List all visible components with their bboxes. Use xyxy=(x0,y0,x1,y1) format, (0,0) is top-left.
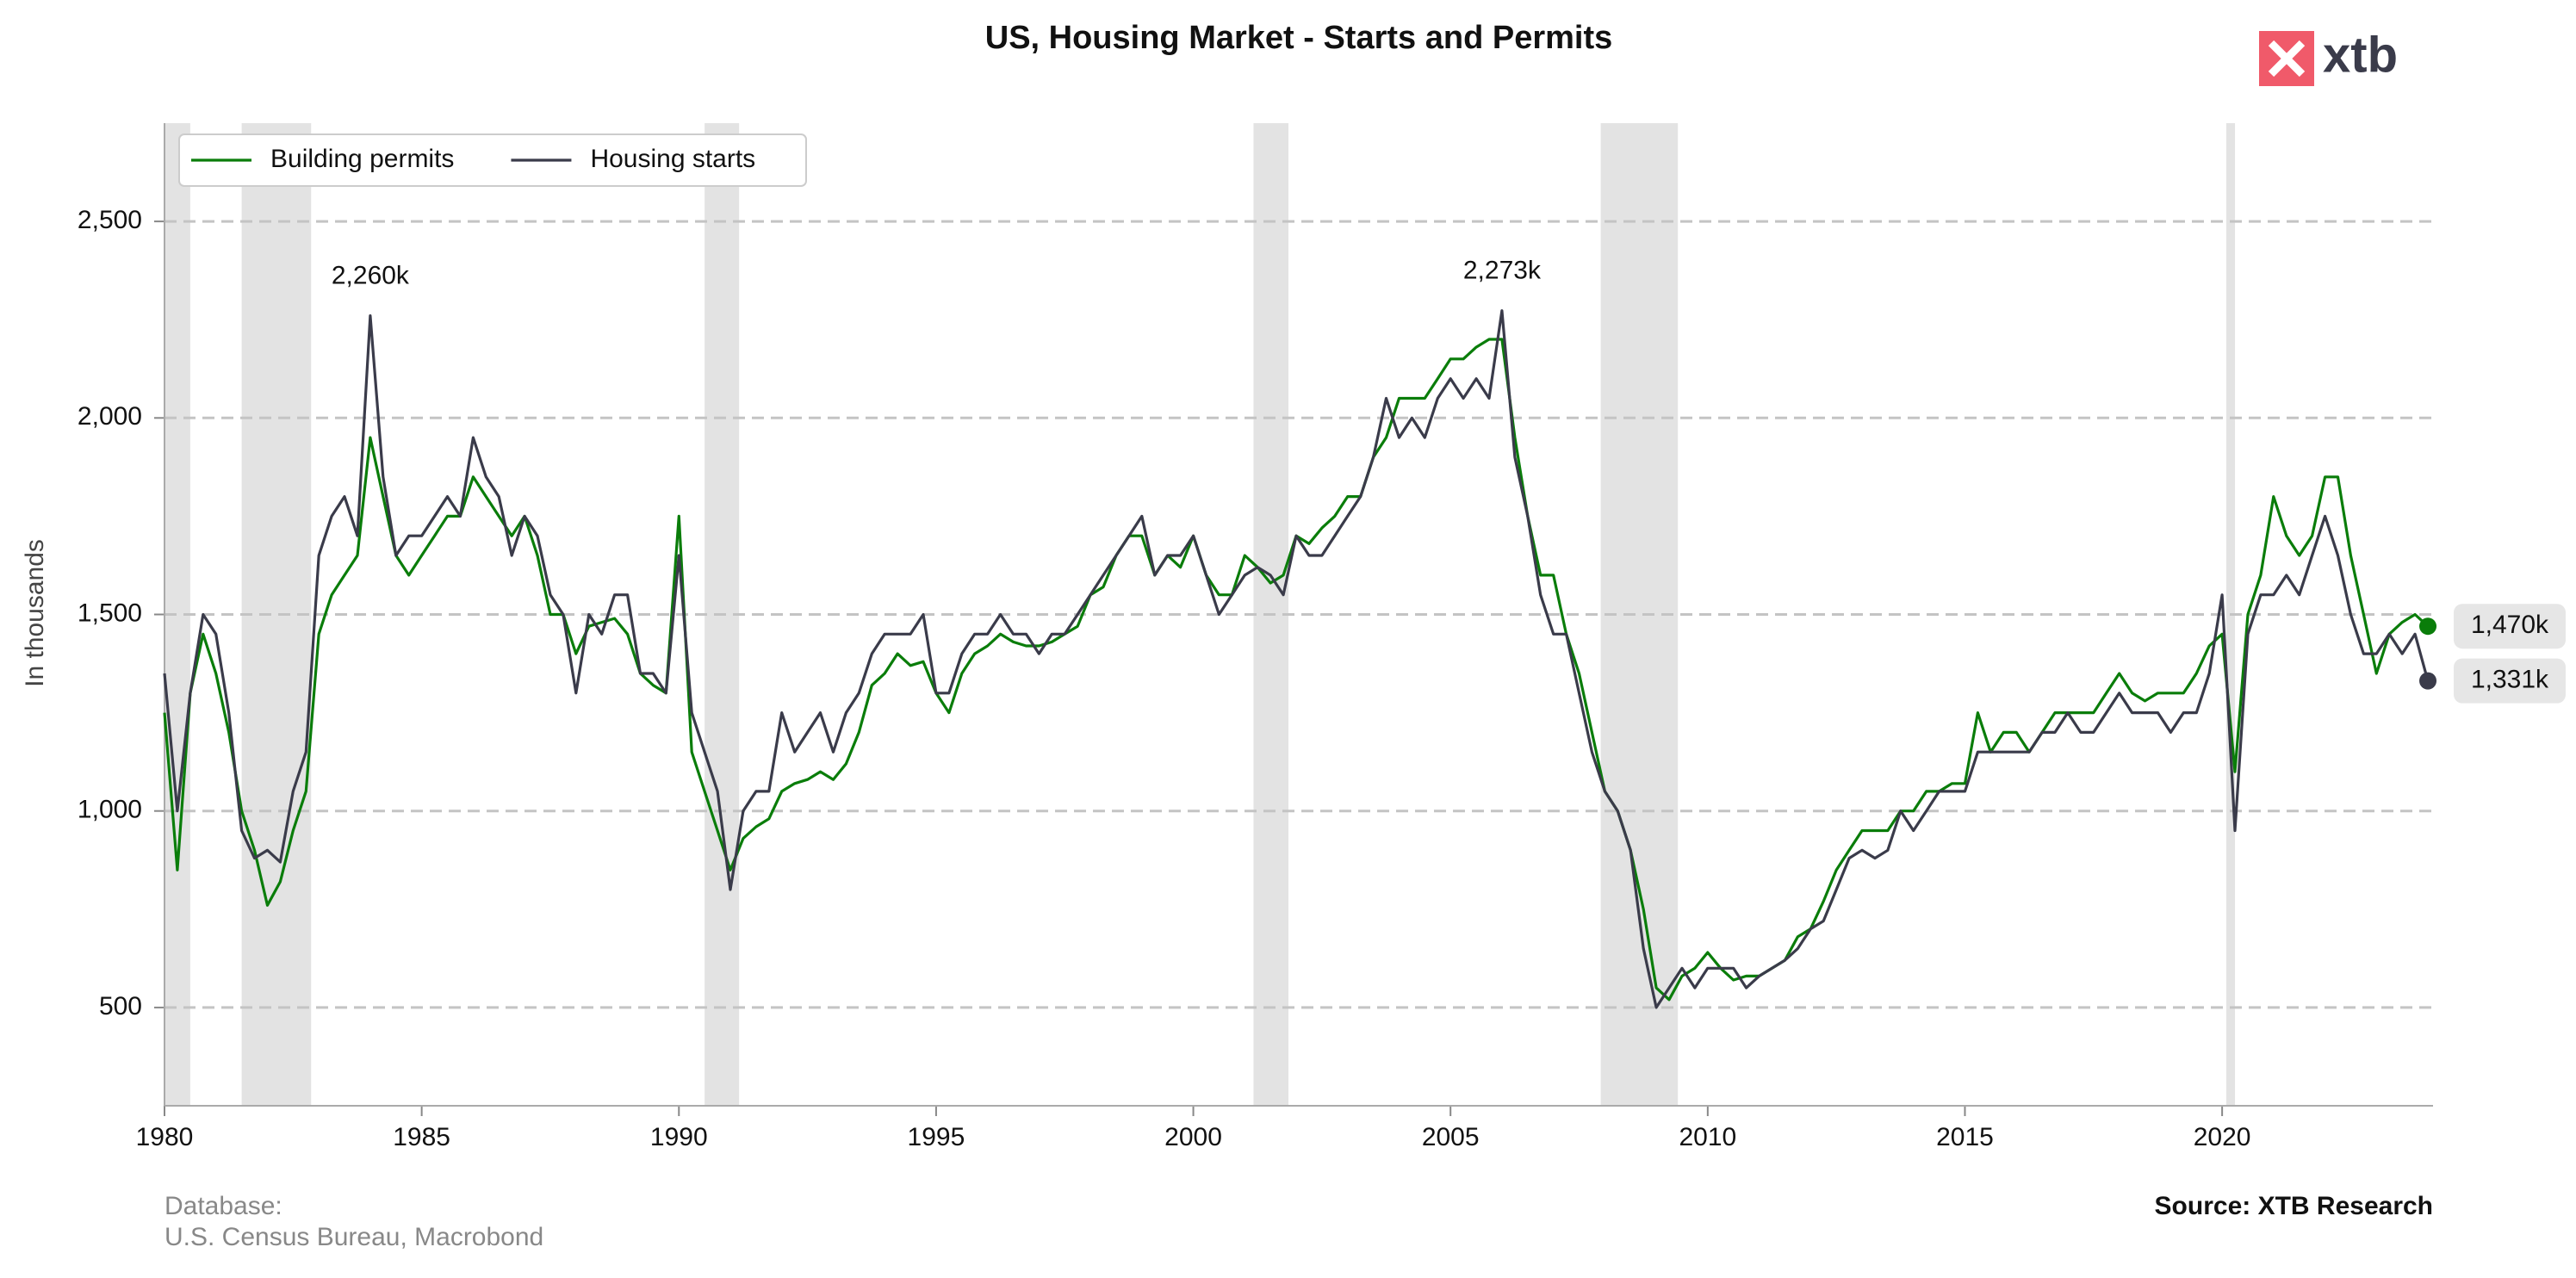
y-tick-label: 500 xyxy=(99,992,142,1021)
end-marker xyxy=(2419,672,2437,690)
series-line xyxy=(163,309,2430,1009)
y-tick-label: 2,000 xyxy=(78,402,142,431)
x-tick-label: 1995 xyxy=(908,1123,965,1151)
x-tick-label: 2015 xyxy=(1936,1123,1994,1151)
x-tick-label: 2020 xyxy=(2194,1123,2251,1151)
annotation: 2,260k xyxy=(332,262,410,290)
series-line xyxy=(163,338,2430,1002)
end-marker xyxy=(2419,617,2437,636)
y-tick-label: 2,500 xyxy=(78,206,142,234)
end-label-box xyxy=(2454,658,2566,704)
end-label: 1,331k xyxy=(2471,666,2549,694)
legend-box xyxy=(178,133,807,187)
end-label-box xyxy=(2454,604,2566,649)
chart-title: US, Housing Market - Starts and Permits xyxy=(985,20,1613,56)
grid xyxy=(164,220,2433,1009)
x-tick-label: 1980 xyxy=(136,1123,194,1151)
legend-label: Building permits xyxy=(270,145,454,173)
y-tick-label: 1,000 xyxy=(78,796,142,824)
legend: Building permits Housing starts xyxy=(178,133,807,187)
footer-database: Database: xyxy=(164,1192,282,1220)
footer-source-names: U.S. Census Bureau, Macrobond xyxy=(164,1223,543,1251)
annotation: 2,273k xyxy=(1463,257,1542,285)
legend-label: Housing starts xyxy=(590,145,755,173)
footer-source: Source: XTB Research xyxy=(2155,1192,2433,1220)
logo-mark xyxy=(2268,40,2306,78)
y-tick-label: 1,500 xyxy=(78,599,142,627)
y-axis-label: In thousands xyxy=(21,539,49,687)
x-tick-label: 1985 xyxy=(393,1123,450,1151)
logo: xtb xyxy=(2259,27,2398,86)
x-tick-label: 1990 xyxy=(650,1123,708,1151)
x-tick-label: 2000 xyxy=(1164,1123,1222,1151)
end-label: 1,470k xyxy=(2471,611,2549,639)
x-tick-label: 2010 xyxy=(1679,1123,1736,1151)
logo-text: xtb xyxy=(2323,27,2398,83)
x-tick-label: 2005 xyxy=(1422,1123,1480,1151)
